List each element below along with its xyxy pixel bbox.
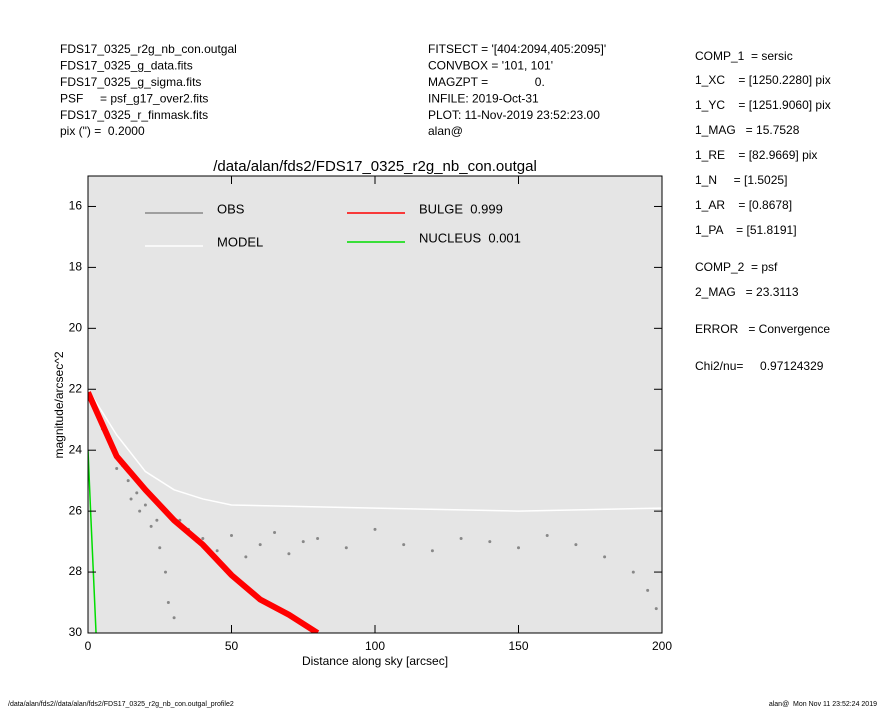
x-tick-label: 200 <box>652 639 672 653</box>
obs-point <box>654 607 658 611</box>
header-middle-line: FITSECT = '[404:2094,405:2095]' <box>428 42 606 56</box>
y-tick-label: 28 <box>69 564 83 578</box>
profile-line <box>88 388 662 512</box>
obs-point <box>517 546 520 550</box>
obs-point <box>135 491 139 495</box>
y-axis-label: magnitude/arcsec^2 <box>52 351 66 458</box>
footer-right: alan@ Mon Nov 11 23:52:24 2019 <box>769 701 877 708</box>
y-tick-label: 24 <box>69 442 83 456</box>
y-tick-label: 22 <box>69 381 83 395</box>
fit-parameter: 1_PA = [51.8191] <box>695 223 797 237</box>
obs-point <box>287 552 291 556</box>
obs-point <box>155 518 159 522</box>
plot-area <box>88 176 662 633</box>
header-left-line: PSF = psf_g17_over2.fits <box>60 91 208 105</box>
header-middle-line: PLOT: 11-Nov-2019 23:52:23.00 <box>428 108 600 122</box>
fit-parameter: 1_XC = [1250.2280] pix <box>695 73 831 87</box>
y-tick-label: 30 <box>69 625 83 639</box>
fit-parameter: 1_RE = [82.9669] pix <box>695 148 817 162</box>
y-tick-label: 18 <box>69 260 83 274</box>
obs-point <box>459 537 463 541</box>
header-middle-line: CONVBOX = '101, 101' <box>428 59 553 73</box>
obs-point <box>344 546 348 550</box>
header-left-line: FDS17_0325_g_sigma.fits <box>60 75 201 89</box>
obs-point <box>149 524 153 528</box>
chart-title: /data/alan/fds2/FDS17_0325_r2g_nb_con.ou… <box>213 158 537 175</box>
x-tick-label: 50 <box>225 639 239 653</box>
obs-point <box>430 549 434 553</box>
legend-label: OBS <box>217 201 245 216</box>
legend-label: MODEL <box>217 234 263 249</box>
profile-line <box>88 450 97 633</box>
obs-point <box>631 570 635 574</box>
header-left-line: FDS17_0325_g_data.fits <box>60 59 193 73</box>
obs-point <box>402 543 406 547</box>
fit-parameter: 1_N = [1.5025] <box>695 173 787 187</box>
header-middle-line: alan@ <box>428 124 463 138</box>
legend-label: NUCLEUS 0.001 <box>419 230 521 245</box>
footer-left: /data/alan/fds2//data/alan/fds2/FDS17_03… <box>8 701 234 708</box>
obs-point <box>138 509 142 513</box>
obs-point <box>373 527 377 531</box>
obs-point <box>166 601 170 605</box>
obs-point <box>201 537 205 541</box>
obs-point <box>129 497 133 501</box>
obs-point <box>545 534 549 538</box>
obs-point <box>244 555 248 559</box>
obs-point <box>215 549 219 553</box>
obs-point <box>115 466 119 470</box>
obs-point <box>172 616 176 620</box>
fit-parameter: 2_MAG = 23.3113 <box>695 285 799 299</box>
obs-point <box>163 570 167 574</box>
obs-point <box>603 555 607 559</box>
obs-point <box>646 588 650 592</box>
y-tick-label: 20 <box>69 321 83 335</box>
fit-parameter: COMP_2 = psf <box>695 260 778 274</box>
obs-point <box>574 543 578 547</box>
obs-point <box>258 543 262 547</box>
obs-point <box>488 540 492 544</box>
x-tick-label: 100 <box>365 639 385 653</box>
obs-point <box>273 530 277 534</box>
x-tick-label: 0 <box>85 639 92 653</box>
obs-point <box>301 540 305 544</box>
x-axis-label: Distance along sky [arcsec] <box>302 654 448 668</box>
fit-parameter: ERROR = Convergence <box>695 322 830 336</box>
header-middle-line: MAGZPT = 0. <box>428 75 545 89</box>
fit-parameter: Chi2/nu= 0.97124329 <box>695 359 824 373</box>
fit-parameter: COMP_1 = sersic <box>695 49 793 63</box>
profile-line <box>88 391 320 633</box>
fit-parameter: 1_AR = [0.8678] <box>695 198 792 212</box>
header-left-line: FDS17_0325_r2g_nb_con.outgal <box>60 42 237 56</box>
header-left-line: pix (") = 0.2000 <box>60 124 145 138</box>
obs-point <box>143 503 147 507</box>
obs-point <box>158 546 162 550</box>
fit-parameter: 1_MAG = 15.7528 <box>695 123 800 137</box>
obs-point <box>316 537 320 541</box>
header-middle-line: INFILE: 2019-Oct-31 <box>428 91 539 105</box>
fit-parameter: 1_YC = [1251.9060] pix <box>695 98 831 112</box>
obs-point <box>230 534 233 538</box>
header-left-line: FDS17_0325_r_finmask.fits <box>60 108 208 122</box>
y-tick-label: 26 <box>69 503 83 517</box>
y-tick-label: 16 <box>69 199 83 213</box>
obs-point <box>126 479 130 483</box>
x-tick-label: 150 <box>508 639 528 653</box>
legend-label: BULGE 0.999 <box>419 201 503 216</box>
